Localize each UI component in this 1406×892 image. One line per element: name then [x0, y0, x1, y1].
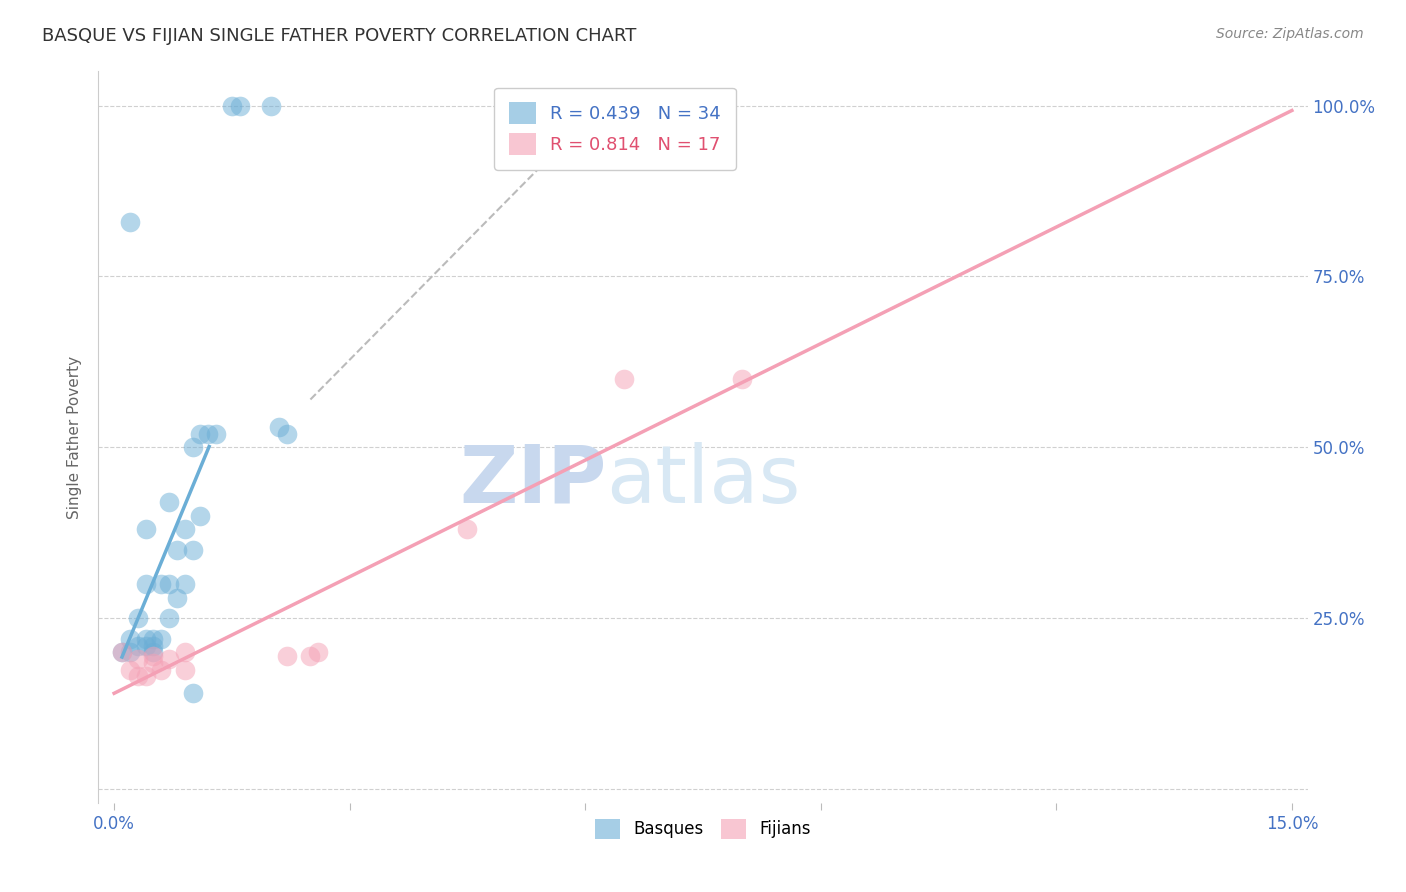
Point — [142, 639, 165, 653]
Text: ZIP: ZIP — [458, 442, 606, 520]
Text: BASQUE VS FIJIAN SINGLE FATHER POVERTY CORRELATION CHART: BASQUE VS FIJIAN SINGLE FATHER POVERTY C… — [42, 27, 637, 45]
Point — [157, 495, 180, 509]
Point — [118, 663, 141, 677]
Point — [157, 577, 180, 591]
Text: Source: ZipAtlas.com: Source: ZipAtlas.com — [1216, 27, 1364, 41]
Point — [190, 426, 212, 441]
Legend: Basques, Fijians: Basques, Fijians — [589, 812, 817, 846]
Point — [260, 98, 283, 112]
Point — [276, 648, 298, 663]
Point — [173, 663, 195, 677]
Point — [221, 98, 243, 112]
Point — [181, 542, 204, 557]
Point — [731, 372, 754, 386]
Point — [173, 577, 195, 591]
Point — [111, 645, 134, 659]
Point — [135, 522, 157, 536]
Point — [190, 508, 212, 523]
Point — [267, 420, 290, 434]
Point — [166, 542, 188, 557]
Point — [173, 645, 195, 659]
Point — [276, 426, 298, 441]
Point — [135, 669, 157, 683]
Point — [118, 632, 141, 646]
Point — [118, 215, 141, 229]
Point — [135, 577, 157, 591]
Point — [166, 591, 188, 605]
Point — [197, 426, 219, 441]
Point — [150, 663, 173, 677]
Point — [456, 522, 478, 536]
Point — [307, 645, 329, 659]
Point — [150, 577, 173, 591]
Point — [181, 686, 204, 700]
Point — [142, 632, 165, 646]
Point — [157, 652, 180, 666]
Point — [157, 611, 180, 625]
Point — [111, 645, 134, 659]
Point — [135, 632, 157, 646]
Point — [127, 639, 149, 653]
Point — [127, 611, 149, 625]
Point — [181, 440, 204, 454]
Point — [135, 639, 157, 653]
Point — [127, 652, 149, 666]
Point — [127, 669, 149, 683]
Point — [142, 648, 165, 663]
Point — [142, 656, 165, 670]
Y-axis label: Single Father Poverty: Single Father Poverty — [67, 356, 83, 518]
Point — [150, 632, 173, 646]
Point — [173, 522, 195, 536]
Text: atlas: atlas — [606, 442, 800, 520]
Point — [229, 98, 252, 112]
Point — [142, 645, 165, 659]
Point — [613, 372, 636, 386]
Point — [118, 645, 141, 659]
Point — [299, 648, 322, 663]
Point — [205, 426, 228, 441]
